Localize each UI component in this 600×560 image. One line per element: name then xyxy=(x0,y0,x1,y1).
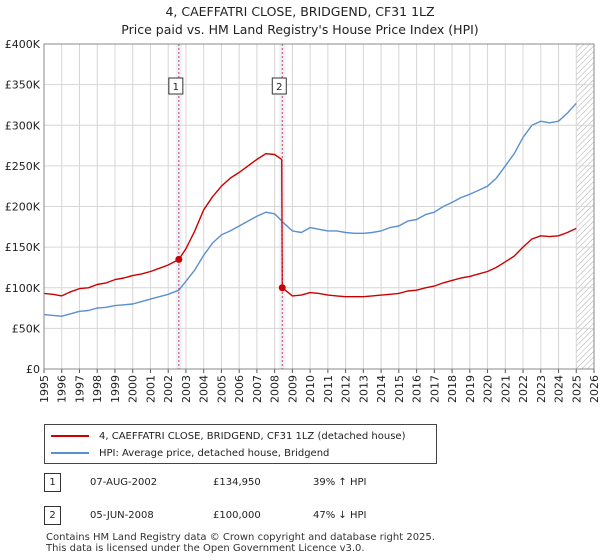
x-tick-label: 2022 xyxy=(517,375,530,403)
x-tick-label: 2001 xyxy=(144,375,157,403)
x-tick-label: 2024 xyxy=(553,375,566,403)
transaction-label: 1 xyxy=(173,82,179,93)
y-tick-label: £300K xyxy=(5,119,41,132)
x-tick-label: 2002 xyxy=(162,375,175,403)
transaction-label-box xyxy=(168,77,184,95)
y-tick-label: £100K xyxy=(5,282,41,295)
x-tick-label: 2026 xyxy=(588,375,600,403)
transaction-price: £134,950 xyxy=(213,477,261,488)
transaction-number-badge: 1 xyxy=(44,473,61,492)
legend-swatch-hpi xyxy=(51,452,89,454)
footer-copyright: Contains HM Land Registry data © Crown c… xyxy=(46,532,435,543)
x-tick-label: 2014 xyxy=(375,375,388,403)
transaction-label: 2 xyxy=(276,82,282,93)
legend-label-hpi: HPI: Average price, detached house, Brid… xyxy=(99,447,330,459)
footer-licence: This data is licensed under the Open Gov… xyxy=(46,543,365,554)
x-tick-label: 1999 xyxy=(109,375,122,403)
transaction-price: £100,000 xyxy=(213,510,261,521)
x-tick-label: 2005 xyxy=(215,375,228,403)
x-tick-label: 2008 xyxy=(269,375,282,403)
x-tick-label: 2003 xyxy=(180,375,193,403)
x-tick-label: 1995 xyxy=(38,375,51,403)
plot-frame xyxy=(43,43,595,370)
x-tick-label: 2016 xyxy=(411,375,424,403)
x-tick-label: 2000 xyxy=(127,375,140,403)
y-tick-label: £150K xyxy=(5,241,41,254)
x-tick-label: 1998 xyxy=(91,375,104,403)
transaction-date: 05-JUN-2008 xyxy=(90,510,154,521)
y-tick-label: £200K xyxy=(5,201,41,214)
legend-swatch-property xyxy=(51,435,89,437)
x-tick-label: 2006 xyxy=(233,375,246,403)
chart-subtitle: Price paid vs. HM Land Registry's House … xyxy=(121,22,479,37)
x-tick-label: 2020 xyxy=(482,375,495,403)
transaction-hpi-change: 47% ↓ HPI xyxy=(313,510,367,521)
transaction-point xyxy=(175,255,183,263)
transaction-hpi-change: 39% ↑ HPI xyxy=(313,477,367,488)
x-tick-label: 2012 xyxy=(340,375,353,403)
y-tick-label: £250K xyxy=(5,160,41,173)
x-tick-label: 1996 xyxy=(56,375,69,403)
x-tick-label: 2011 xyxy=(322,375,335,403)
x-tick-label: 2018 xyxy=(446,375,459,403)
x-tick-label: 2009 xyxy=(286,375,299,403)
transaction-number-badge: 2 xyxy=(44,506,61,525)
x-tick-label: 2023 xyxy=(535,375,548,403)
y-tick-label: £50K xyxy=(12,322,41,335)
y-tick-label: £400K xyxy=(5,38,41,51)
chart-title: 4, CAEFFATRI CLOSE, BRIDGEND, CF31 1LZ xyxy=(165,4,435,19)
legend: 4, CAEFFATRI CLOSE, BRIDGEND, CF31 1LZ (… xyxy=(44,424,437,464)
x-tick-label: 2010 xyxy=(304,375,317,403)
legend-label-property: 4, CAEFFATRI CLOSE, BRIDGEND, CF31 1LZ (… xyxy=(99,430,406,442)
chart-area: 1 2 £0 £50K £100K £150K £200K £250K £300K £350K £… xyxy=(5,38,600,403)
hpi-line xyxy=(43,102,577,317)
x-tick-label: 2019 xyxy=(464,375,477,403)
legend-item-property: 4, CAEFFATRI CLOSE, BRIDGEND, CF31 1LZ (… xyxy=(51,428,405,444)
x-tick-label: 2025 xyxy=(570,375,583,403)
transaction-label-box xyxy=(271,77,287,95)
y-tick-label: £350K xyxy=(5,79,41,92)
x-tick-label: 2015 xyxy=(393,375,406,403)
x-tick-label: 1997 xyxy=(73,375,86,403)
x-tick-label: 2021 xyxy=(499,375,512,403)
property-price-line xyxy=(43,153,577,298)
transaction-date: 07-AUG-2002 xyxy=(90,477,158,488)
x-tick-label: 2017 xyxy=(428,375,441,403)
y-tick-label: £0 xyxy=(26,363,40,376)
transaction-point xyxy=(278,284,286,292)
x-tick-label: 2013 xyxy=(357,375,370,403)
x-tick-label: 2004 xyxy=(198,375,211,403)
legend-item-hpi: HPI: Average price, detached house, Brid… xyxy=(51,445,329,461)
x-tick-label: 2007 xyxy=(251,375,264,403)
